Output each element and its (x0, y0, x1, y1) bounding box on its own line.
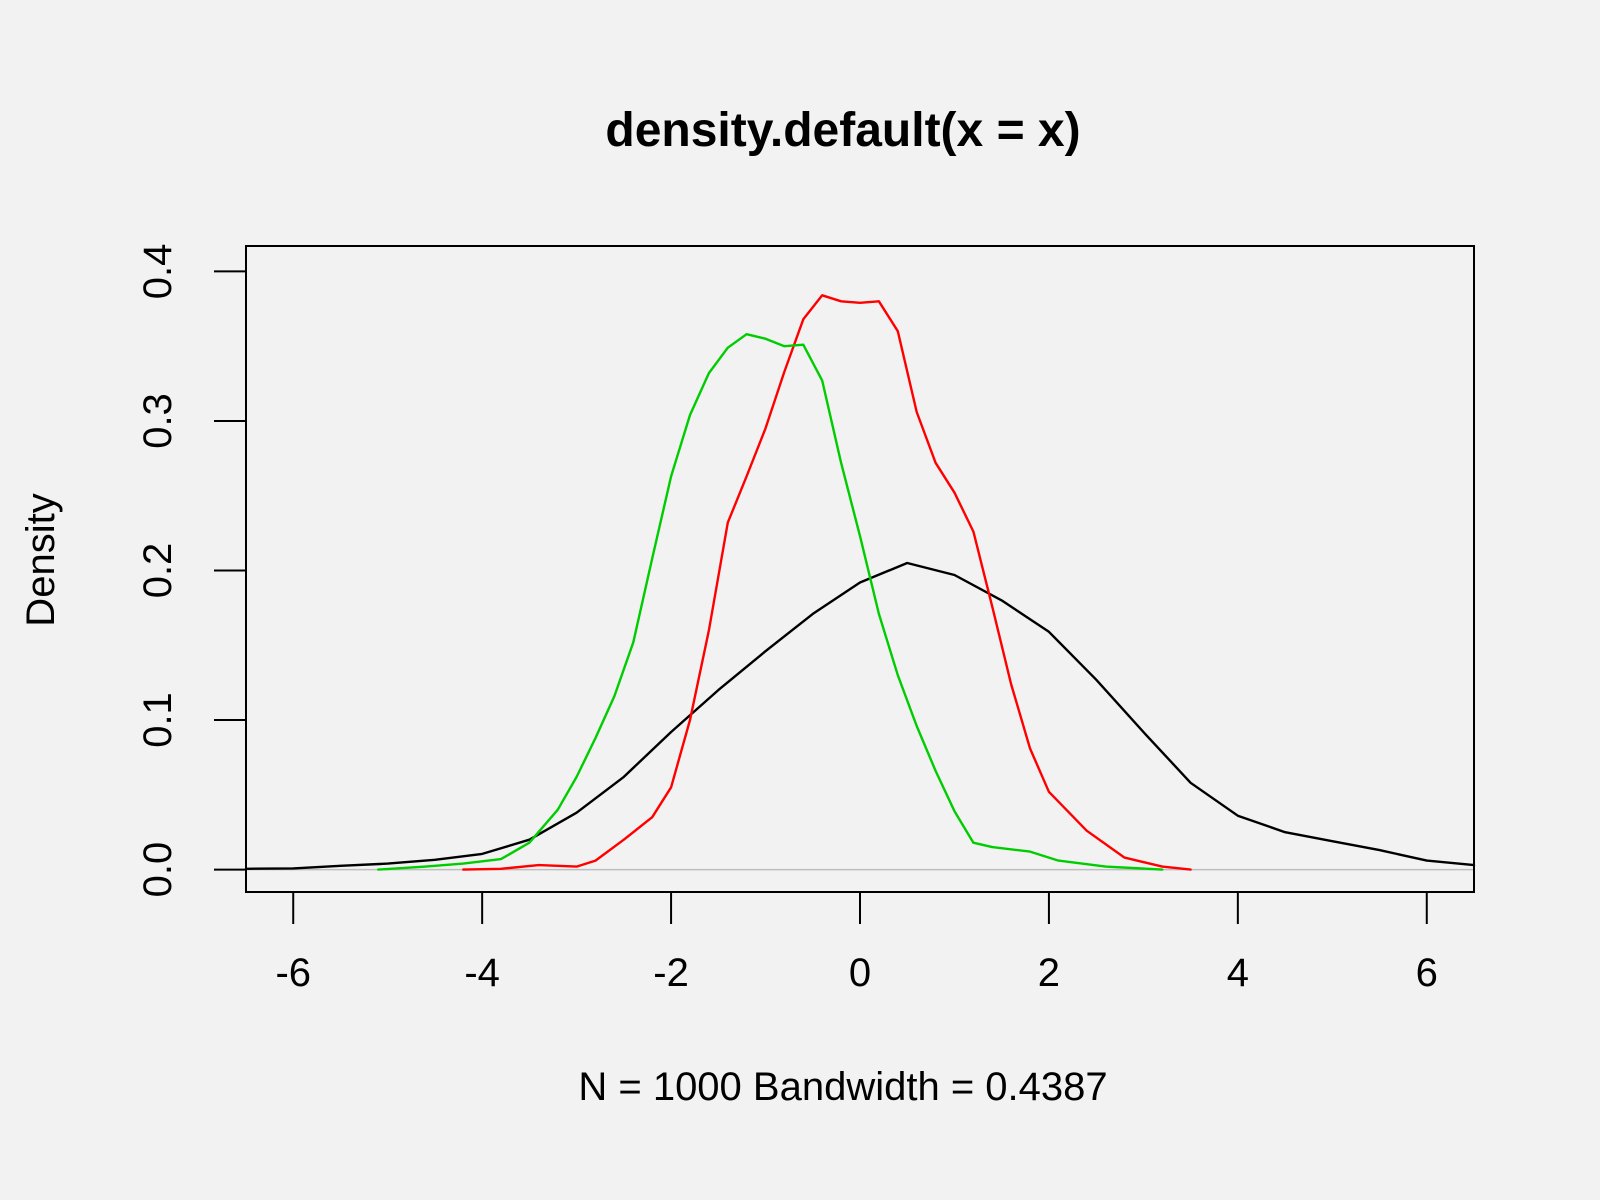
x-tick-label: 6 (1416, 951, 1438, 995)
x-tick-label: -6 (275, 951, 311, 995)
y-tick-label: 0.3 (136, 393, 180, 449)
y-tick-label: 0.0 (136, 842, 180, 898)
x-tick-label: 2 (1038, 951, 1060, 995)
x-tick-label: -2 (653, 951, 689, 995)
x-axis: -6 -4 -2 0 2 4 6 (275, 892, 1438, 995)
y-tick-label: 0.2 (136, 543, 180, 599)
density-line-2 (462, 294, 1192, 871)
y-tick-label: 0.4 (136, 244, 180, 300)
y-axis-label: Density (19, 493, 63, 626)
x-tick-label: 0 (849, 951, 871, 995)
x-axis-label: N = 1000 Bandwidth = 0.4387 (578, 1065, 1107, 1109)
plot-box (245, 245, 1475, 893)
density-line-1 (244, 561, 1476, 870)
chart-title: density.default(x = x) (605, 104, 1080, 157)
density-line-3 (377, 333, 1164, 871)
series-layer (244, 294, 1476, 871)
x-tick-label: 4 (1227, 951, 1249, 995)
y-axis: 0.0 0.1 0.2 0.3 0.4 (136, 244, 246, 898)
x-tick-label: -4 (464, 951, 500, 995)
y-tick-label: 0.1 (136, 692, 180, 748)
